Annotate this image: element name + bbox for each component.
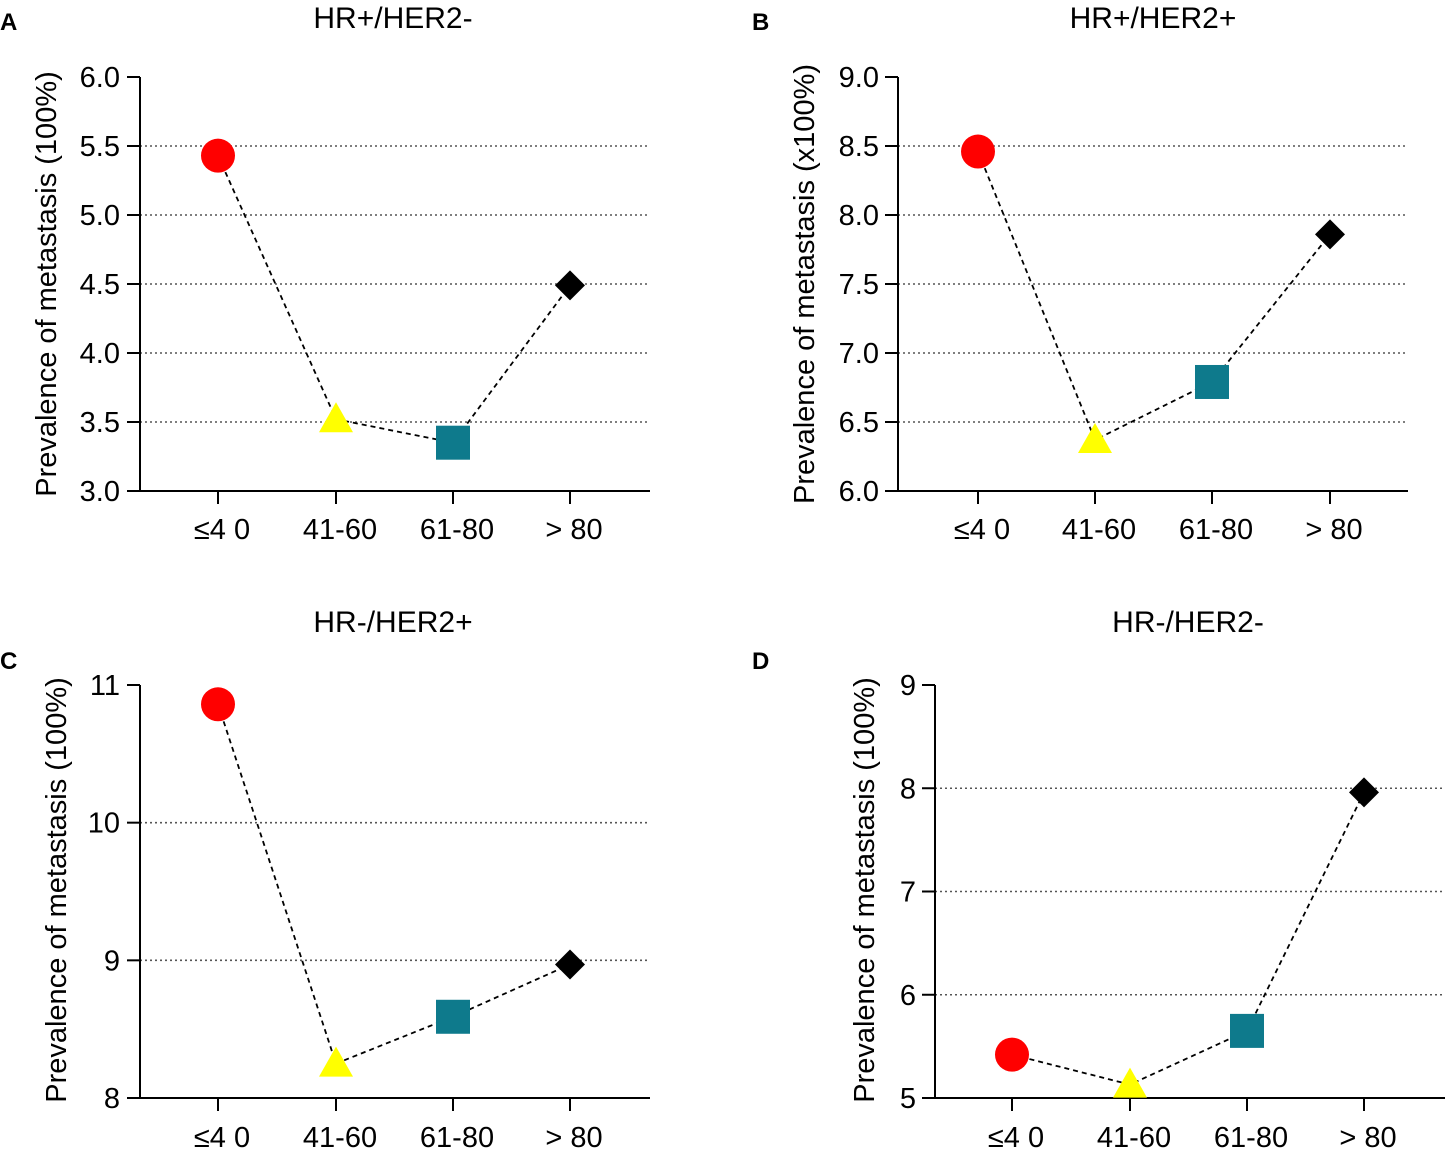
- chart-title: HR+/HER2-: [313, 2, 472, 35]
- data-point-triangle: [319, 402, 353, 433]
- data-point-square: [436, 999, 470, 1034]
- x-category-label: ≤4 0: [194, 514, 250, 546]
- y-tick-label: 3.5: [80, 407, 120, 439]
- panel-letter: A: [0, 9, 17, 36]
- x-category-label: > 80: [545, 514, 602, 546]
- panel-letter: D: [752, 648, 769, 675]
- y-tick-label: 10: [88, 808, 120, 840]
- data-point-triangle: [319, 1046, 353, 1077]
- x-category-label: > 80: [1339, 1122, 1396, 1151]
- y-tick-label: 4.5: [80, 269, 120, 301]
- y-tick-label: 5: [900, 1083, 916, 1115]
- panel-c: C HR-/HER2+ Prevalence of metastasis (10…: [0, 606, 650, 1151]
- x-category-label: 41-60: [303, 1122, 377, 1151]
- y-tick-label: 6.0: [80, 62, 120, 94]
- data-point-diamond: [1315, 219, 1345, 250]
- y-tick-label: 6: [900, 980, 916, 1012]
- y-tick-label: 8.5: [839, 131, 879, 163]
- data-point-triangle: [1113, 1067, 1147, 1098]
- y-tick-label: 9: [104, 945, 120, 977]
- y-tick-label: 6.0: [839, 476, 879, 508]
- y-tick-label: 11: [90, 670, 120, 702]
- chart-title: HR-/HER2-: [1112, 606, 1264, 639]
- y-tick-label: 7.0: [839, 338, 879, 370]
- y-axis-title: Prevalence of metastasis (100%): [849, 677, 881, 1103]
- x-category-label: 61-80: [1214, 1122, 1288, 1151]
- data-point-circle: [995, 1037, 1029, 1072]
- panel-a: A HR+/HER2- Prevalence of metastasis (10…: [0, 2, 650, 546]
- y-tick-label: 8.0: [839, 200, 879, 232]
- y-axis-title: Prevalence of metastasis (x100%): [789, 64, 821, 504]
- data-point-square: [1230, 1013, 1264, 1048]
- y-tick-label: 7: [900, 877, 916, 909]
- data-point-diamond: [1349, 777, 1379, 808]
- series-line: [1011, 791, 1365, 1086]
- data-point-circle: [201, 138, 235, 173]
- y-tick-label: 9: [900, 670, 916, 702]
- data-point-diamond: [555, 270, 585, 301]
- y-tick-label: 5.0: [80, 200, 120, 232]
- x-category-label: 41-60: [1097, 1122, 1171, 1151]
- data-point-diamond: [555, 949, 585, 980]
- x-category-label: 61-80: [1179, 514, 1253, 546]
- y-tick-label: 8: [104, 1083, 120, 1115]
- y-tick-label: 9.0: [839, 62, 879, 94]
- panel-d: D HR-/HER2- Prevalence of metastasis (10…: [752, 606, 1445, 1151]
- data-point-square: [436, 425, 470, 460]
- x-category-label: ≤4 0: [988, 1122, 1044, 1151]
- chart-title: HR+/HER2+: [1070, 2, 1237, 35]
- panel-letter: B: [752, 9, 769, 36]
- x-category-label: ≤4 0: [954, 514, 1010, 546]
- y-tick-label: 4.0: [80, 338, 120, 370]
- chart-title: HR-/HER2+: [313, 606, 472, 639]
- series-line: [217, 703, 571, 1065]
- series-line: [977, 151, 1331, 442]
- y-axis-title: Prevalence of metastasis (100%): [41, 677, 73, 1103]
- y-tick-label: 5.5: [80, 131, 120, 163]
- x-category-label: 41-60: [303, 514, 377, 546]
- y-tick-label: 8: [900, 773, 916, 805]
- x-category-label: 61-80: [420, 1122, 494, 1151]
- data-point-circle: [961, 134, 995, 169]
- y-tick-label: 6.5: [839, 407, 879, 439]
- x-category-label: 61-80: [420, 514, 494, 546]
- data-point-circle: [201, 687, 235, 722]
- x-category-label: ≤4 0: [194, 1122, 250, 1151]
- x-category-label: > 80: [545, 1122, 602, 1151]
- x-category-label: > 80: [1305, 514, 1362, 546]
- data-point-triangle: [1078, 422, 1112, 453]
- y-axis-title: Prevalence of metastasis (100%): [31, 71, 63, 497]
- y-tick-label: 7.5: [839, 269, 879, 301]
- series-line: [217, 155, 571, 444]
- panel-letter: C: [0, 648, 17, 675]
- panel-b: B HR+/HER2+ Prevalence of metastasis (x1…: [752, 2, 1408, 546]
- x-category-label: 41-60: [1062, 514, 1136, 546]
- data-point-square: [1195, 364, 1229, 399]
- y-tick-label: 3.0: [80, 476, 120, 508]
